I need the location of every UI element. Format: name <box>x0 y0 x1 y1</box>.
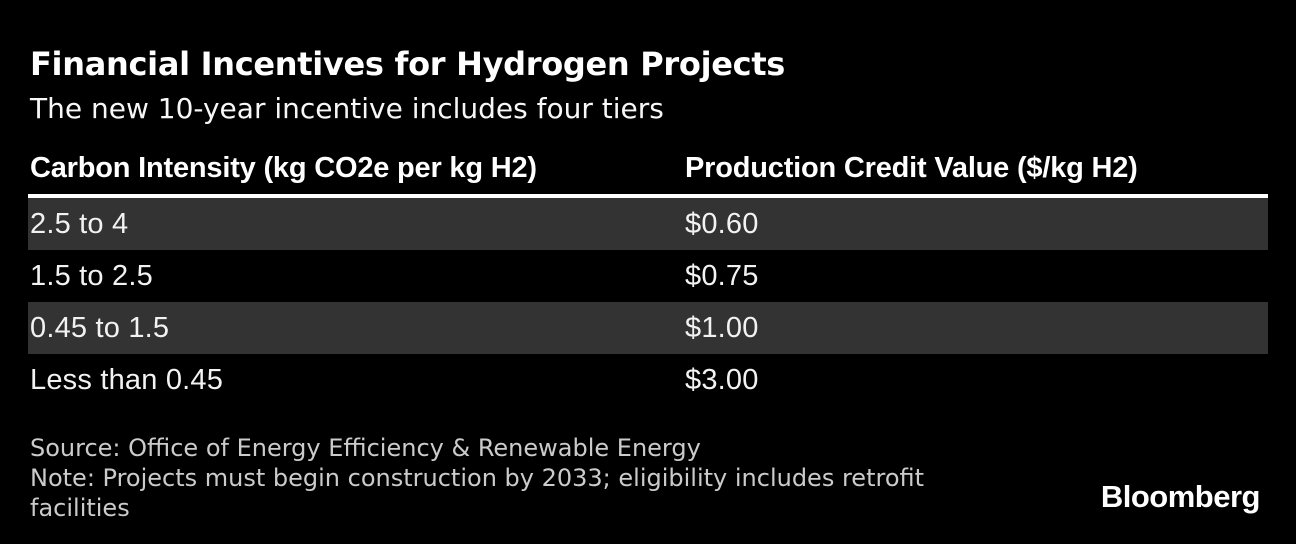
column-header-carbon-intensity: Carbon Intensity (kg CO2e per kg H2) <box>30 152 537 184</box>
cell-carbon-intensity: Less than 0.45 <box>30 363 224 396</box>
cell-credit-value: $1.00 <box>685 311 759 344</box>
column-header-credit-value: Production Credit Value ($/kg H2) <box>685 152 1138 184</box>
table-row: Less than 0.45 $3.00 <box>28 354 1268 406</box>
footer: Source: Office of Energy Efficiency & Re… <box>30 433 1268 523</box>
table-header-row: Carbon Intensity (kg CO2e per kg H2) Pro… <box>28 152 1268 198</box>
cell-credit-value: $3.00 <box>685 363 759 396</box>
page-title: Financial Incentives for Hydrogen Projec… <box>30 45 786 83</box>
cell-carbon-intensity: 2.5 to 4 <box>30 207 129 240</box>
table-row: 1.5 to 2.5 $0.75 <box>28 250 1268 302</box>
cell-credit-value: $0.60 <box>685 207 759 240</box>
content-area: Financial Incentives for Hydrogen Projec… <box>28 45 1268 523</box>
cell-carbon-intensity: 0.45 to 1.5 <box>30 311 170 344</box>
bloomberg-logo: Bloomberg <box>1100 479 1261 514</box>
page-subtitle: The new 10-year incentive includes four … <box>30 92 664 125</box>
note-line: Note: Projects must begin construction b… <box>30 464 925 522</box>
cell-carbon-intensity: 1.5 to 2.5 <box>30 259 153 292</box>
cell-credit-value: $0.75 <box>685 259 759 292</box>
incentive-table: Carbon Intensity (kg CO2e per kg H2) Pro… <box>28 152 1268 406</box>
table-row: 0.45 to 1.5 $1.00 <box>28 302 1268 354</box>
table-row: 2.5 to 4 $0.60 <box>28 198 1268 250</box>
source-line: Source: Office of Energy Efficiency & Re… <box>30 434 701 462</box>
